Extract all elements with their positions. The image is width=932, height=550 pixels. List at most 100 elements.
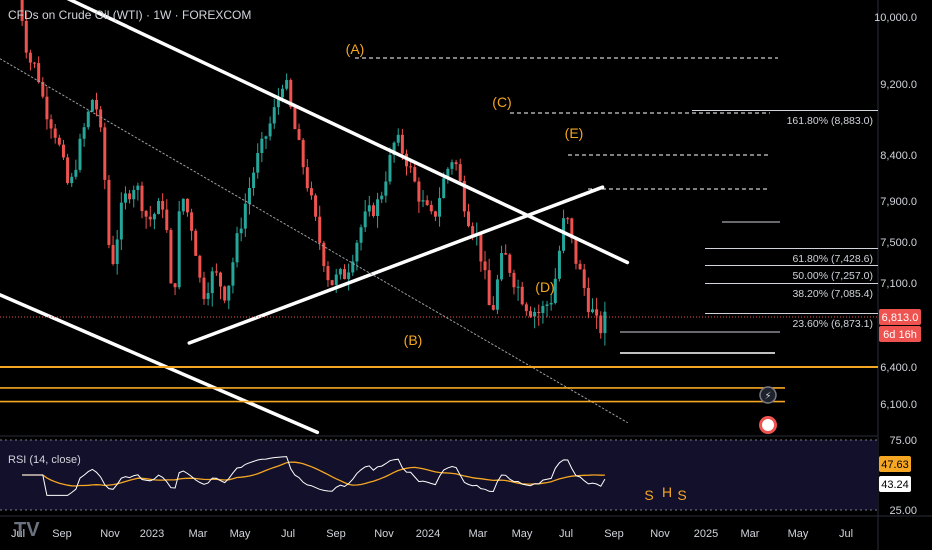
tradingview-logo: TV (14, 519, 40, 541)
price-tick: 8,400.0 (880, 150, 917, 162)
candle-body (227, 285, 231, 301)
candle-body (595, 309, 599, 316)
candle-body (24, 20, 28, 53)
candle-body (334, 274, 338, 285)
fib-label: 38.20% (7,085.4) (792, 288, 873, 300)
rsi-value-badge (879, 476, 911, 492)
current-price-badge (879, 309, 921, 325)
candle-body (272, 107, 276, 124)
candle-body (289, 80, 293, 107)
time-tick: May (230, 528, 251, 540)
candle-body (351, 261, 355, 273)
candle-body (549, 302, 553, 305)
rsi-title: RSI (14, close) (8, 454, 81, 466)
candle-body (276, 97, 280, 108)
candle-body (504, 253, 508, 255)
candle-body (37, 63, 41, 83)
candle-body (326, 266, 330, 281)
candle-body (86, 111, 90, 128)
candle-body (458, 164, 462, 182)
candle-body (99, 109, 103, 128)
candle-body (466, 211, 470, 227)
candle-body (553, 278, 557, 303)
candle-body (305, 167, 309, 189)
candle-body (132, 189, 136, 200)
candle-body (157, 201, 161, 215)
candle-body (359, 227, 363, 243)
time-tick: Jul (839, 528, 853, 540)
candle-body (582, 269, 586, 288)
candle-body (603, 311, 607, 334)
candle-body (528, 311, 532, 317)
wave-label: (A) (346, 41, 365, 57)
time-tick: Nov (100, 528, 120, 540)
fib-label: 50.00% (7,257.0) (792, 270, 873, 282)
candle-body (33, 62, 37, 64)
candle-body (566, 218, 570, 220)
candle-body (28, 52, 32, 63)
candle-body (235, 233, 239, 263)
candle-body (256, 153, 260, 173)
candle-body (219, 272, 223, 287)
time-tick: May (512, 528, 533, 540)
rsi-ma-badge (879, 456, 911, 472)
candle-body (41, 82, 45, 97)
trendline-lower-channel (0, 293, 320, 435)
candle-body (557, 250, 561, 279)
candle-body (268, 123, 272, 137)
candle-body (417, 181, 421, 202)
time-tick: Sep (52, 528, 72, 540)
candle-body (70, 176, 74, 184)
candle-body (301, 139, 305, 168)
candle-body (429, 204, 433, 212)
candle-body (508, 254, 512, 273)
candle-body (533, 312, 537, 317)
trendline-dotted (0, 58, 628, 423)
candle-body (570, 218, 574, 239)
candle-body (90, 100, 94, 112)
candle-body (343, 269, 347, 279)
candle-body (454, 162, 458, 165)
candle-body (252, 172, 256, 188)
candle-body (78, 138, 82, 170)
candle-body (425, 200, 429, 205)
candle-body (66, 157, 70, 184)
candle-body (128, 193, 132, 200)
candle-body (396, 134, 400, 143)
time-tick: 2025 (694, 528, 718, 540)
candle-body (512, 272, 516, 288)
candle-body (388, 154, 392, 182)
candle-body (537, 312, 541, 314)
candle-body (433, 211, 437, 217)
candle-body (136, 185, 140, 190)
price-tick: 9,200.0 (880, 79, 917, 91)
candle-body (363, 211, 367, 228)
time-tick: Jul (11, 528, 25, 540)
rsi-line (22, 456, 606, 496)
candle-body (173, 283, 177, 288)
candle-body (247, 187, 251, 204)
shs-label: H (662, 484, 672, 500)
candle-body (297, 129, 301, 140)
wave-label: (C) (492, 94, 511, 110)
candle-body (483, 261, 487, 271)
candle-body (152, 214, 156, 220)
candle-body (330, 280, 334, 285)
trendline-upper (66, 0, 630, 265)
candle-body (516, 286, 520, 288)
price-tick: 7,500.0 (880, 237, 917, 249)
candle-body (400, 134, 404, 154)
candle-body (281, 88, 285, 98)
candle-body (210, 271, 214, 294)
shs-label: S (644, 487, 653, 503)
price-tick: 7,900.0 (880, 196, 917, 208)
time-tick: Sep (604, 528, 624, 540)
candle-body (161, 201, 165, 210)
candle-body (165, 209, 169, 231)
candle-body (500, 253, 504, 280)
wave-label: (D) (535, 279, 554, 295)
candle-body (446, 168, 450, 179)
candle-body (264, 136, 268, 139)
time-tick: Mar (189, 528, 208, 540)
candle-body (371, 205, 375, 217)
